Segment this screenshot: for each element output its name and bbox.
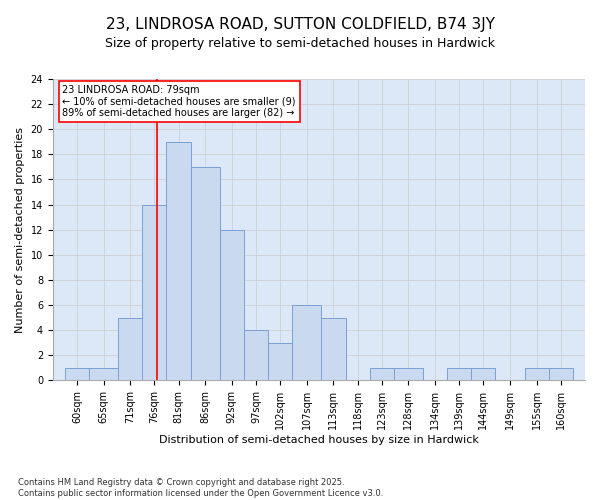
Bar [118, 318, 142, 380]
Bar [524, 368, 549, 380]
Bar [89, 368, 118, 380]
Bar [166, 142, 191, 380]
Bar [370, 368, 394, 380]
Bar [394, 368, 423, 380]
Bar [191, 167, 220, 380]
Bar [268, 342, 292, 380]
Text: Size of property relative to semi-detached houses in Hardwick: Size of property relative to semi-detach… [105, 38, 495, 51]
X-axis label: Distribution of semi-detached houses by size in Hardwick: Distribution of semi-detached houses by … [159, 435, 479, 445]
Y-axis label: Number of semi-detached properties: Number of semi-detached properties [15, 126, 25, 332]
Bar [142, 204, 166, 380]
Bar [471, 368, 496, 380]
Bar [447, 368, 471, 380]
Bar [292, 305, 322, 380]
Bar [549, 368, 573, 380]
Bar [322, 318, 346, 380]
Bar [244, 330, 268, 380]
Bar [65, 368, 89, 380]
Text: 23, LINDROSA ROAD, SUTTON COLDFIELD, B74 3JY: 23, LINDROSA ROAD, SUTTON COLDFIELD, B74… [106, 18, 494, 32]
Text: Contains HM Land Registry data © Crown copyright and database right 2025.
Contai: Contains HM Land Registry data © Crown c… [18, 478, 383, 498]
Bar [220, 230, 244, 380]
Text: 23 LINDROSA ROAD: 79sqm
← 10% of semi-detached houses are smaller (9)
89% of sem: 23 LINDROSA ROAD: 79sqm ← 10% of semi-de… [62, 86, 296, 118]
